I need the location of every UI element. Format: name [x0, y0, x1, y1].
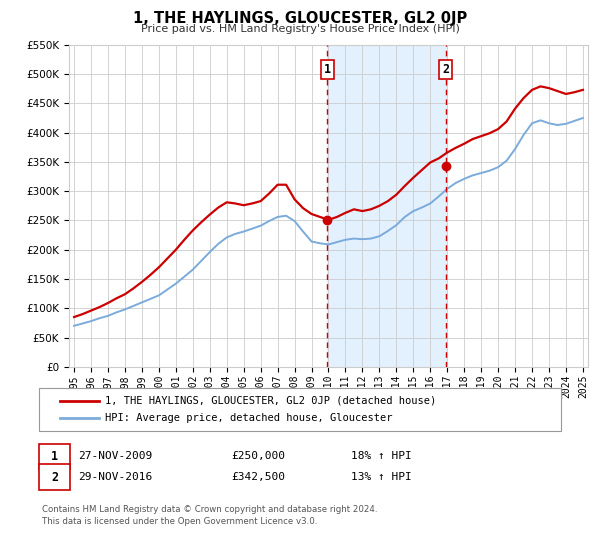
Text: Contains HM Land Registry data © Crown copyright and database right 2024.: Contains HM Land Registry data © Crown c… [42, 505, 377, 514]
Text: 18% ↑ HPI: 18% ↑ HPI [351, 451, 412, 461]
Text: £342,500: £342,500 [231, 472, 285, 482]
Text: 13% ↑ HPI: 13% ↑ HPI [351, 472, 412, 482]
Text: 27-NOV-2009: 27-NOV-2009 [78, 451, 152, 461]
Text: This data is licensed under the Open Government Licence v3.0.: This data is licensed under the Open Gov… [42, 517, 317, 526]
Text: 29-NOV-2016: 29-NOV-2016 [78, 472, 152, 482]
Text: £250,000: £250,000 [231, 451, 285, 461]
Bar [327, 45, 446, 367]
Text: 1, THE HAYLINGS, GLOUCESTER, GL2 0JP: 1, THE HAYLINGS, GLOUCESTER, GL2 0JP [133, 11, 467, 26]
Text: HPI: Average price, detached house, Gloucester: HPI: Average price, detached house, Glou… [105, 413, 392, 423]
Text: Price paid vs. HM Land Registry's House Price Index (HPI): Price paid vs. HM Land Registry's House … [140, 24, 460, 34]
Text: 2: 2 [51, 470, 58, 484]
Text: 1: 1 [51, 450, 58, 463]
Text: 1: 1 [323, 63, 331, 76]
Text: 1, THE HAYLINGS, GLOUCESTER, GL2 0JP (detached house): 1, THE HAYLINGS, GLOUCESTER, GL2 0JP (de… [105, 396, 436, 406]
Text: 2: 2 [442, 63, 449, 76]
